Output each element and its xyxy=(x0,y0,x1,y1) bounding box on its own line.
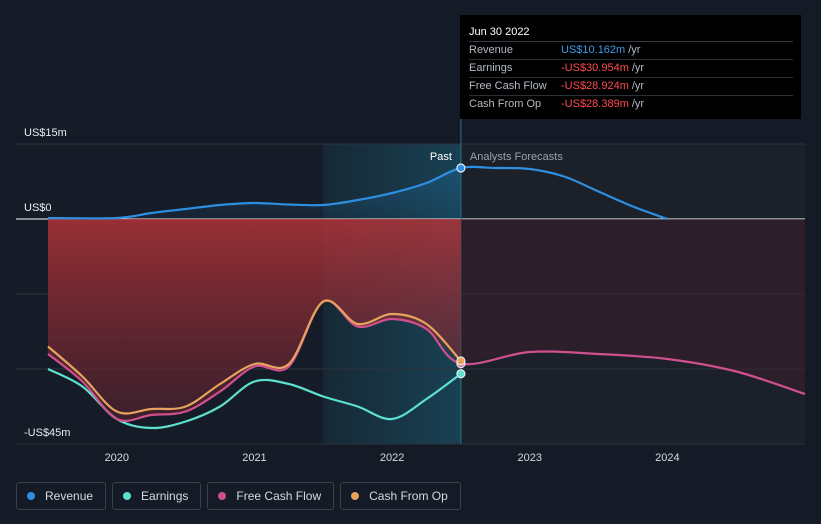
tooltip-row-revenue: Revenue US$10.162m /yr xyxy=(469,42,793,60)
y-tick-label: US$0 xyxy=(24,202,52,214)
legend-item-cash-from-op[interactable]: Cash From Op xyxy=(340,482,461,510)
tooltip-row-earnings: Earnings -US$30.954m /yr xyxy=(469,60,793,78)
tooltip-row-free-cash-flow: Free Cash Flow -US$28.924m /yr xyxy=(469,78,793,96)
y-tick-label: -US$45m xyxy=(24,427,70,439)
legend-dot-icon xyxy=(123,492,132,500)
legend-label: Free Cash Flow xyxy=(236,489,322,503)
tooltip-value: -US$28.389m xyxy=(561,98,629,110)
legend-item-free-cash-flow[interactable]: Free Cash Flow xyxy=(207,482,335,510)
axis-labels: US$15m US$0 -US$45m 2020 2021 2022 2023 2024 Pas… xyxy=(24,127,680,464)
tooltip-value: -US$30.954m xyxy=(561,62,629,74)
series-lines xyxy=(47,163,806,430)
tooltip-unit: /yr xyxy=(631,98,645,110)
x-tick-label: 2023 xyxy=(517,452,541,464)
tooltip-label: Cash From Op xyxy=(469,98,542,110)
tooltip-panel: Jun 30 2022 Revenue US$10.162m /yr Earni… xyxy=(460,15,801,119)
tooltip-row-cash-from-op: Cash From Op -US$28.389m /yr xyxy=(469,96,793,113)
forecast-negative-area xyxy=(460,219,805,394)
tooltip-value: -US$28.924m xyxy=(561,80,629,92)
tooltip-label: Free Cash Flow xyxy=(469,80,547,92)
legend: Revenue Earnings Free Cash Flow Cash Fro… xyxy=(16,482,461,510)
legend-dot-icon xyxy=(218,492,227,500)
tooltip-label: Revenue xyxy=(469,44,514,56)
x-tick-label: 2021 xyxy=(242,452,266,464)
revenue-marker xyxy=(456,163,466,173)
tooltip-value: US$10.162m xyxy=(561,44,626,56)
legend-label: Earnings xyxy=(141,489,189,503)
legend-item-revenue[interactable]: Revenue xyxy=(16,482,107,510)
legend-dot-icon xyxy=(27,492,35,500)
y-tick-label: US$15m xyxy=(24,127,67,139)
tooltip-unit: /yr xyxy=(631,62,645,74)
x-tick-label: 2020 xyxy=(105,452,129,464)
tooltip-label: Earnings xyxy=(469,62,513,74)
x-tick-label: 2024 xyxy=(655,452,679,464)
legend-label: Cash From Op xyxy=(369,489,448,503)
x-tick-label: 2022 xyxy=(380,452,404,464)
tooltip-unit: /yr xyxy=(628,44,641,56)
revenue-area xyxy=(48,168,461,219)
free-cash-flow-area xyxy=(48,219,461,421)
cash-from-op-line xyxy=(47,299,462,415)
revenue-line xyxy=(47,165,668,221)
past-area-fill xyxy=(48,168,805,421)
tooltip-unit: /yr xyxy=(631,80,645,92)
past-label: Past xyxy=(430,151,452,163)
forecast-label: Analysts Forecasts xyxy=(470,151,563,163)
legend-item-earnings[interactable]: Earnings xyxy=(112,482,202,510)
free-cash-flow-line xyxy=(47,299,806,423)
cash-from-op-marker xyxy=(456,356,466,366)
earnings-marker xyxy=(456,369,466,379)
legend-label: Revenue xyxy=(45,489,94,503)
tooltip-date: Jun 30 2022 xyxy=(469,25,793,42)
legend-dot-icon xyxy=(351,492,360,500)
